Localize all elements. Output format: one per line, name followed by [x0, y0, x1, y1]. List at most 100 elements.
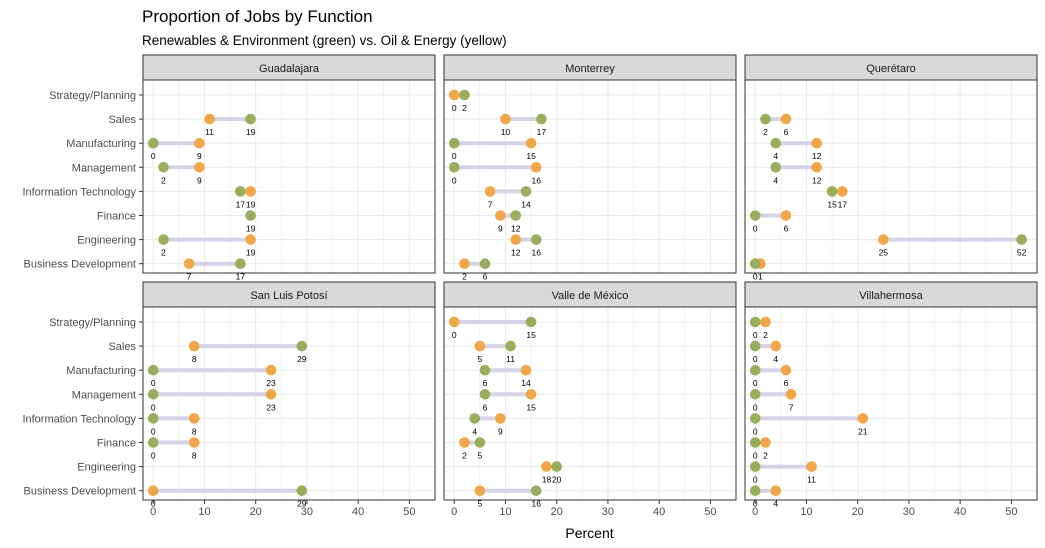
data-label-oil-energy: 10 — [501, 127, 511, 137]
point-oil-energy — [265, 364, 277, 376]
data-label-oil-energy: 15 — [526, 402, 536, 412]
facet-panel: Valle de México 0 10 20 30 40 50 0 15 5 11 14 6 15 6 9 4… — [443, 281, 737, 518]
data-label-oil-energy: 11 — [205, 127, 214, 137]
data-label-oil-energy: 21 — [858, 426, 868, 436]
point-renewables — [525, 316, 537, 328]
point-oil-energy — [474, 340, 486, 352]
point-oil-energy — [770, 485, 782, 497]
data-label-oil-energy: 6 — [784, 127, 789, 137]
data-label-oil-energy: 12 — [511, 248, 521, 258]
data-label-oil-energy: 6 — [784, 224, 789, 234]
point-oil-energy — [770, 340, 782, 352]
point-oil-energy — [780, 210, 792, 221]
point-renewables — [448, 137, 460, 149]
point-oil-energy — [183, 258, 195, 270]
data-label-oil-energy: 12 — [812, 151, 822, 161]
point-oil-energy — [541, 461, 552, 472]
y-tick-label: Strategy/Planning — [49, 317, 136, 329]
data-label-oil-energy: 16 — [531, 175, 541, 185]
y-tick-label: Engineering — [77, 462, 136, 474]
x-tick-label: 10 — [198, 506, 210, 518]
point-oil-energy — [760, 437, 771, 448]
data-label-renewables: 14 — [521, 199, 531, 209]
panel-background — [745, 80, 1037, 273]
panel-border — [744, 79, 1038, 274]
point-oil-energy — [188, 437, 200, 448]
panel-border — [142, 306, 436, 501]
data-label-oil-energy: 17 — [838, 199, 848, 209]
x-tick-label: 10 — [800, 506, 812, 518]
point-renewables — [505, 340, 516, 352]
data-label-renewables: 19 — [246, 127, 256, 137]
data-label-oil-energy: 2 — [462, 451, 467, 461]
point-oil-energy — [878, 234, 889, 245]
data-label-renewables: 0 — [753, 330, 758, 340]
data-label-renewables: 0 — [753, 272, 758, 282]
point-renewables — [760, 113, 771, 125]
x-tick-label: 30 — [903, 506, 915, 518]
data-label-oil-energy: 0 — [452, 330, 457, 340]
y-tick-label: Business Development — [23, 259, 136, 271]
point-renewables — [749, 258, 761, 270]
point-renewables — [510, 210, 522, 221]
data-label-oil-energy: 1 — [758, 272, 763, 282]
x-tick-label: 30 — [301, 506, 313, 518]
data-label-oil-energy: 23 — [266, 378, 276, 388]
data-label-oil-energy: 11 — [807, 475, 816, 485]
panel-background — [143, 80, 435, 273]
data-label-renewables: 6 — [483, 402, 488, 412]
point-renewables — [448, 162, 460, 173]
data-label-oil-energy: 8 — [192, 426, 197, 436]
data-label-oil-energy: 0 — [452, 103, 457, 113]
x-tick-label: 40 — [653, 506, 665, 518]
data-label-oil-energy: 8 — [192, 451, 197, 461]
point-renewables — [826, 186, 838, 197]
point-renewables — [749, 316, 761, 328]
x-tick-label: 20 — [250, 506, 262, 518]
point-renewables — [770, 162, 782, 173]
data-label-oil-energy: 4 — [773, 354, 778, 364]
data-label-renewables: 0 — [452, 151, 457, 161]
facet-strip-label: Monterrey — [565, 63, 615, 75]
point-renewables — [296, 485, 308, 497]
point-renewables — [749, 210, 761, 221]
data-label-oil-energy: 14 — [521, 378, 531, 388]
y-tick-label: Strategy/Planning — [49, 90, 136, 102]
data-label-oil-energy: 7 — [187, 272, 192, 282]
point-renewables — [479, 258, 491, 270]
point-renewables — [551, 461, 563, 472]
point-renewables — [749, 485, 761, 497]
x-tick-label: 20 — [852, 506, 864, 518]
point-oil-energy — [837, 186, 848, 197]
data-label-oil-energy: 2 — [763, 451, 768, 461]
point-oil-energy — [780, 113, 792, 125]
y-tick-label: Business Development — [23, 486, 136, 498]
point-renewables — [749, 340, 761, 352]
x-tick-label: 0 — [451, 506, 457, 518]
point-renewables — [469, 413, 481, 424]
point-oil-energy — [484, 186, 496, 197]
data-label-oil-energy: 9 — [197, 175, 202, 185]
data-label-renewables: 0 — [753, 426, 758, 436]
x-tick-label: 40 — [352, 506, 364, 518]
y-tick-label: Manufacturing — [66, 365, 136, 377]
y-tick-label: Information Technology — [22, 186, 136, 198]
data-label-oil-energy: 4 — [773, 499, 778, 509]
data-label-renewables: 0 — [452, 175, 457, 185]
data-label-renewables: 16 — [531, 499, 541, 509]
data-label-oil-energy: 9 — [197, 151, 202, 161]
panel-background — [444, 307, 736, 500]
point-oil-energy — [785, 389, 797, 400]
x-tick-label: 0 — [752, 506, 758, 518]
x-tick-label: 50 — [1005, 506, 1017, 518]
data-label-renewables: 19 — [246, 224, 256, 234]
y-tick-label: Information Technology — [22, 413, 136, 425]
point-oil-energy — [806, 461, 817, 472]
point-renewables — [530, 234, 542, 245]
x-tick-label: 20 — [551, 506, 563, 518]
point-renewables — [158, 234, 169, 245]
point-oil-energy — [245, 186, 256, 197]
facet-strip — [443, 54, 737, 81]
point-renewables — [459, 89, 470, 101]
